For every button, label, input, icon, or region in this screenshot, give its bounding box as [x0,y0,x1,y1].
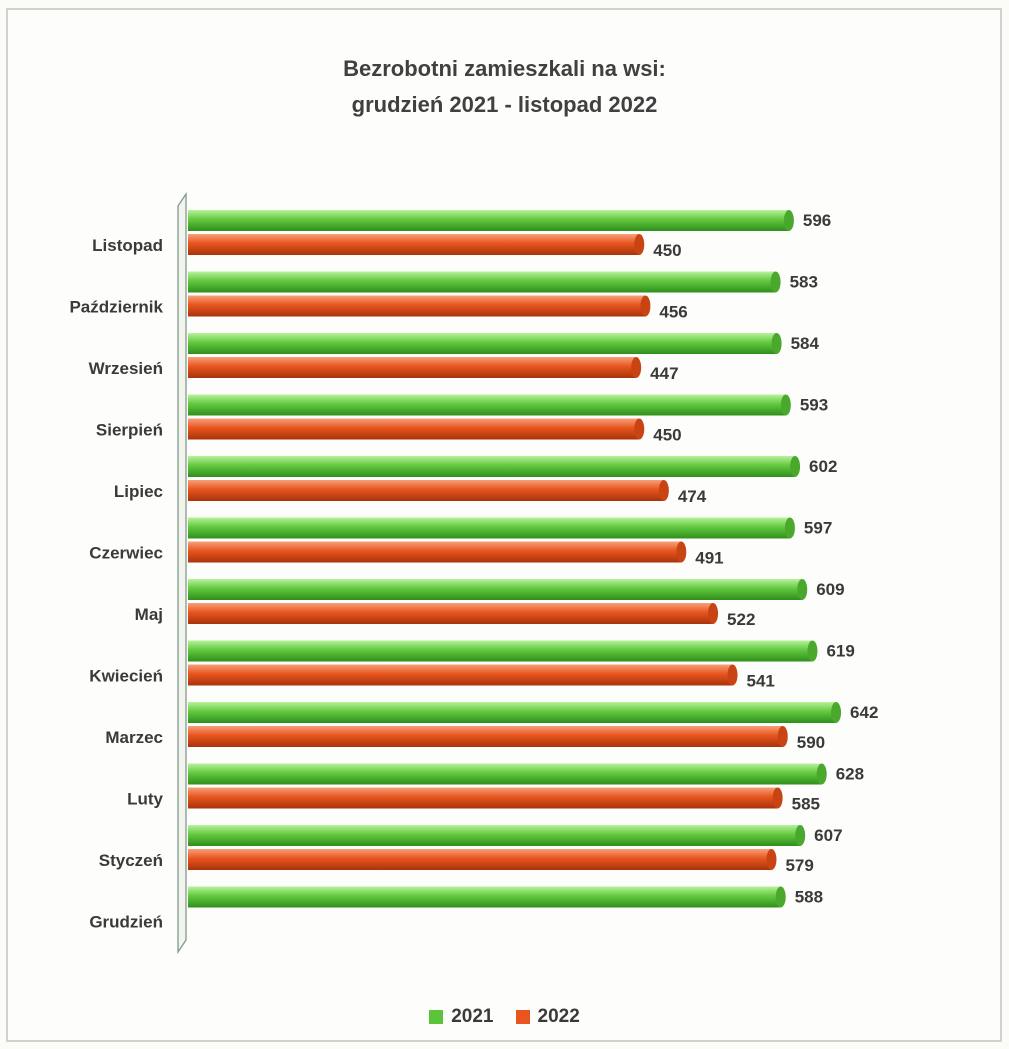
data-label-2022: 585 [792,795,820,814]
bar-cap-2022 [777,726,788,747]
bar-cap-2021 [831,702,842,723]
bar-cap-2021 [770,271,781,293]
data-label-2021: 607 [814,826,842,845]
chart-title-line2: grudzień 2021 - listopad 2022 [351,92,658,117]
chart-title-line1: Bezrobotni zamieszkali na wsi: [343,56,666,81]
data-label-2022: 474 [678,487,707,506]
legend-item-2021: 2021 [429,1006,494,1028]
bar-cap-2021 [775,886,786,908]
bar-2022 [188,480,664,501]
bar-2021 [188,271,776,293]
bar-2021 [188,825,801,846]
chart-legend: 2021 2022 [0,1006,1009,1028]
category-label: Styczeń [99,851,163,870]
category-label: Czerwiec [89,544,163,563]
bar-cap-2022 [766,849,777,870]
category-label: Grudzień [89,913,163,932]
bar-2021 [188,210,789,231]
category-label: Wrzesień [89,359,163,378]
data-label-2021: 602 [809,457,837,476]
data-label-2022: 456 [659,303,687,322]
bar-cap-2022 [634,418,645,440]
data-label-2021: 583 [790,273,818,292]
bar-2021 [188,579,803,600]
data-label-2022: 450 [653,426,681,445]
data-label-2021: 628 [836,765,864,784]
bar-2022 [188,787,778,809]
bar-cap-2022 [727,664,738,686]
bar-cap-2022 [658,480,669,501]
data-label-2022: 447 [650,364,678,383]
category-label: Sierpień [96,421,163,440]
bar-cap-2022 [676,541,687,563]
bar-cap-2021 [797,579,808,600]
bar-2021 [188,456,796,477]
bar-2022 [188,295,646,317]
bar-2022 [188,357,637,378]
bar-2022 [188,664,733,686]
bar-2021 [188,763,822,785]
data-label-2022: 590 [797,733,825,752]
bar-cap-2021 [790,456,801,477]
data-label-2021: 588 [795,888,823,907]
category-label: Listopad [92,236,163,255]
axis-wall [177,191,187,955]
bar-cap-2022 [772,787,783,809]
bar-2021 [188,394,786,416]
bar-2022 [188,234,640,255]
data-label-2021: 596 [803,211,831,230]
category-label: Lipiec [114,482,163,501]
bar-cap-2021 [795,825,806,846]
data-label-2021: 593 [800,396,828,415]
data-label-2021: 642 [850,703,878,722]
category-label: Październik [69,298,163,317]
bar-2022 [188,849,772,870]
category-label: Kwiecień [89,667,163,686]
bar-2021 [188,333,777,354]
bar-cap-2021 [816,763,827,785]
bar-2022 [188,418,640,440]
data-label-2022: 450 [653,241,681,260]
data-label-2021: 584 [791,334,820,353]
bar-cap-2022 [634,234,645,255]
legend-swatch-2021 [429,1010,444,1024]
data-label-2021: 619 [826,642,854,661]
bar-cap-2021 [807,640,818,662]
data-label-2022: 541 [747,672,775,691]
bar-2021 [188,640,813,662]
bar-cap-2022 [708,603,719,624]
bar-2021 [188,886,781,908]
category-label: Luty [127,790,163,809]
data-label-2022: 579 [785,856,813,875]
bar-cap-2021 [780,394,791,416]
legend-swatch-2022 [515,1010,530,1024]
bar-2022 [188,726,783,747]
bar-2022 [188,603,714,624]
data-label-2021: 609 [816,580,844,599]
bar-2021 [188,517,790,539]
bar-2022 [188,541,682,563]
data-label-2022: 522 [727,610,755,629]
bar-cap-2022 [631,357,642,378]
category-label: Maj [135,605,163,624]
bar-cap-2022 [640,295,651,317]
legend-item-2022: 2022 [515,1006,580,1028]
bar-cap-2021 [783,210,794,231]
legend-label-2022: 2022 [537,1006,580,1027]
bar-cap-2021 [771,333,782,354]
legend-label-2021: 2021 [451,1006,494,1027]
category-label: Marzec [105,728,163,747]
data-label-2022: 491 [695,549,723,568]
data-label-2021: 597 [804,519,832,538]
bar-cap-2021 [784,517,795,539]
bar-2021 [188,702,837,723]
